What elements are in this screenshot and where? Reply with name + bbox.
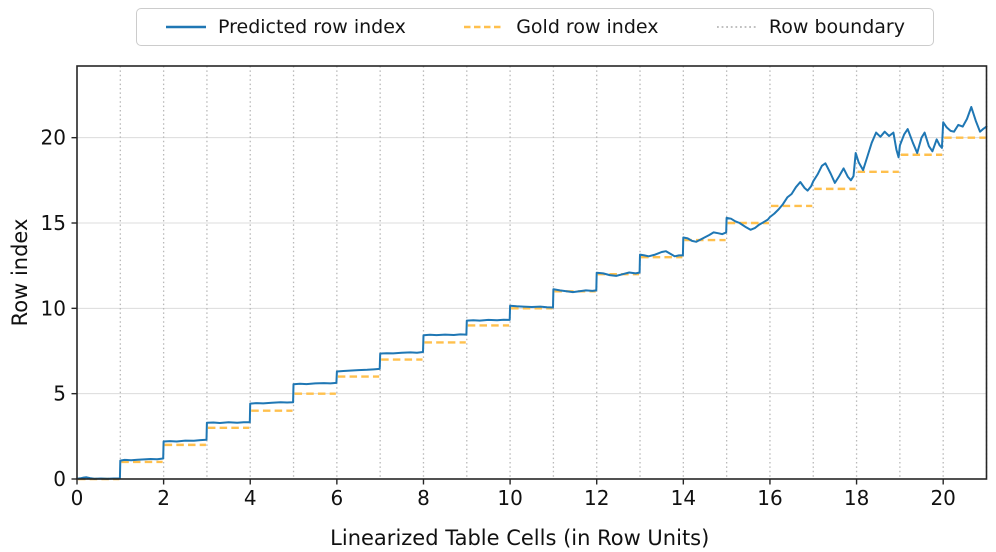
gold-line-icon [463, 23, 505, 31]
y-axis-label: Row index [8, 219, 32, 327]
legend-label-boundary: Row boundary [768, 16, 905, 38]
svg-text:0: 0 [71, 486, 84, 510]
legend: Predicted row index Gold row index Row b… [136, 8, 934, 46]
svg-text:10: 10 [41, 296, 66, 320]
svg-text:4: 4 [244, 486, 257, 510]
svg-text:18: 18 [844, 486, 869, 510]
plot-border [76, 65, 988, 480]
svg-text:15: 15 [41, 211, 66, 235]
legend-label-predicted: Predicted row index [218, 16, 406, 38]
svg-text:14: 14 [671, 486, 696, 510]
legend-item-boundary: Row boundary [716, 16, 905, 38]
legend-label-gold: Gold row index [516, 16, 659, 38]
predicted-line [76, 106, 988, 480]
svg-text:20: 20 [41, 126, 66, 150]
svg-text:12: 12 [584, 486, 609, 510]
svg-text:8: 8 [417, 486, 430, 510]
svg-text:0: 0 [53, 467, 66, 491]
y-axis-ticks: 0 5 10 15 20 [41, 126, 77, 491]
svg-text:20: 20 [930, 486, 955, 510]
legend-item-predicted: Predicted row index [165, 16, 406, 38]
svg-text:2: 2 [157, 486, 170, 510]
y-gridlines [77, 137, 987, 395]
svg-text:5: 5 [53, 382, 66, 406]
svg-text:10: 10 [497, 486, 522, 510]
legend-item-gold: Gold row index [463, 16, 659, 38]
row-boundary-line-icon [716, 23, 758, 31]
svg-text:6: 6 [330, 486, 343, 510]
svg-text:16: 16 [757, 486, 782, 510]
predicted-line-icon [165, 23, 207, 31]
x-axis-ticks: 0 2 4 6 8 10 12 14 16 18 20 [71, 479, 956, 510]
x-axis-label: Linearized Table Cells (in Row Units) [330, 526, 709, 550]
